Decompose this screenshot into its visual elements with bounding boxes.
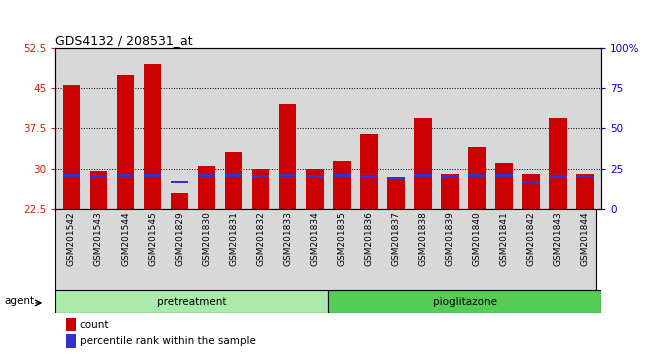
Text: GSM201544: GSM201544 — [121, 211, 130, 266]
Text: GSM201843: GSM201843 — [554, 211, 562, 266]
Text: pretreatment: pretreatment — [157, 297, 226, 307]
Bar — [252, 175, 270, 178]
Text: GSM201838: GSM201838 — [419, 211, 427, 266]
Text: GSM201832: GSM201832 — [256, 211, 265, 266]
Bar — [468, 147, 486, 209]
Bar — [495, 173, 513, 177]
Text: GSM201542: GSM201542 — [67, 211, 76, 266]
Text: GSM201839: GSM201839 — [445, 211, 454, 266]
Text: GSM201834: GSM201834 — [310, 211, 319, 266]
Bar — [55, 290, 328, 313]
Bar — [495, 163, 513, 209]
Bar — [360, 175, 378, 178]
Bar — [387, 177, 404, 180]
Bar — [90, 175, 107, 178]
Bar — [171, 193, 188, 209]
Text: GSM201833: GSM201833 — [283, 211, 292, 266]
Text: GSM201543: GSM201543 — [94, 211, 103, 266]
Text: GDS4132 / 208531_at: GDS4132 / 208531_at — [55, 34, 193, 47]
Bar — [62, 85, 80, 209]
Bar — [306, 175, 324, 178]
Text: GSM201831: GSM201831 — [229, 211, 238, 266]
Bar — [328, 290, 601, 313]
Text: GSM201844: GSM201844 — [580, 211, 590, 266]
Bar — [441, 175, 459, 178]
Bar — [171, 181, 188, 183]
Bar — [252, 169, 270, 209]
Text: count: count — [80, 320, 109, 330]
Bar — [66, 318, 76, 331]
Bar — [333, 161, 350, 209]
Text: GSM201841: GSM201841 — [499, 211, 508, 266]
Text: GSM201830: GSM201830 — [202, 211, 211, 266]
Bar — [66, 334, 76, 348]
Bar — [360, 134, 378, 209]
Text: GSM201835: GSM201835 — [337, 211, 346, 266]
Text: agent: agent — [5, 296, 34, 306]
Bar — [387, 179, 404, 209]
Bar — [577, 175, 594, 178]
Text: GSM201829: GSM201829 — [175, 211, 184, 266]
Text: GSM201545: GSM201545 — [148, 211, 157, 266]
Text: GSM201842: GSM201842 — [526, 211, 536, 266]
Bar — [441, 174, 459, 209]
Bar — [144, 173, 161, 177]
Bar — [577, 174, 594, 209]
Text: GSM201836: GSM201836 — [364, 211, 373, 266]
Bar — [279, 104, 296, 209]
Bar — [90, 171, 107, 209]
Bar — [468, 173, 486, 177]
Bar — [198, 166, 215, 209]
Bar — [522, 174, 540, 209]
Bar — [414, 118, 432, 209]
Bar — [62, 173, 80, 177]
Text: GSM201837: GSM201837 — [391, 211, 400, 266]
Bar — [198, 173, 215, 177]
Bar — [549, 175, 567, 178]
Bar — [333, 173, 350, 177]
Bar — [279, 173, 296, 177]
Bar — [225, 153, 242, 209]
Bar — [306, 169, 324, 209]
Bar — [117, 173, 135, 177]
Bar — [144, 64, 161, 209]
Text: percentile rank within the sample: percentile rank within the sample — [80, 336, 255, 346]
Bar — [414, 173, 432, 177]
Bar — [117, 75, 135, 209]
Text: pioglitazone: pioglitazone — [433, 297, 497, 307]
Bar — [549, 118, 567, 209]
Text: GSM201840: GSM201840 — [473, 211, 482, 266]
Bar — [522, 181, 540, 183]
Bar — [225, 173, 242, 177]
